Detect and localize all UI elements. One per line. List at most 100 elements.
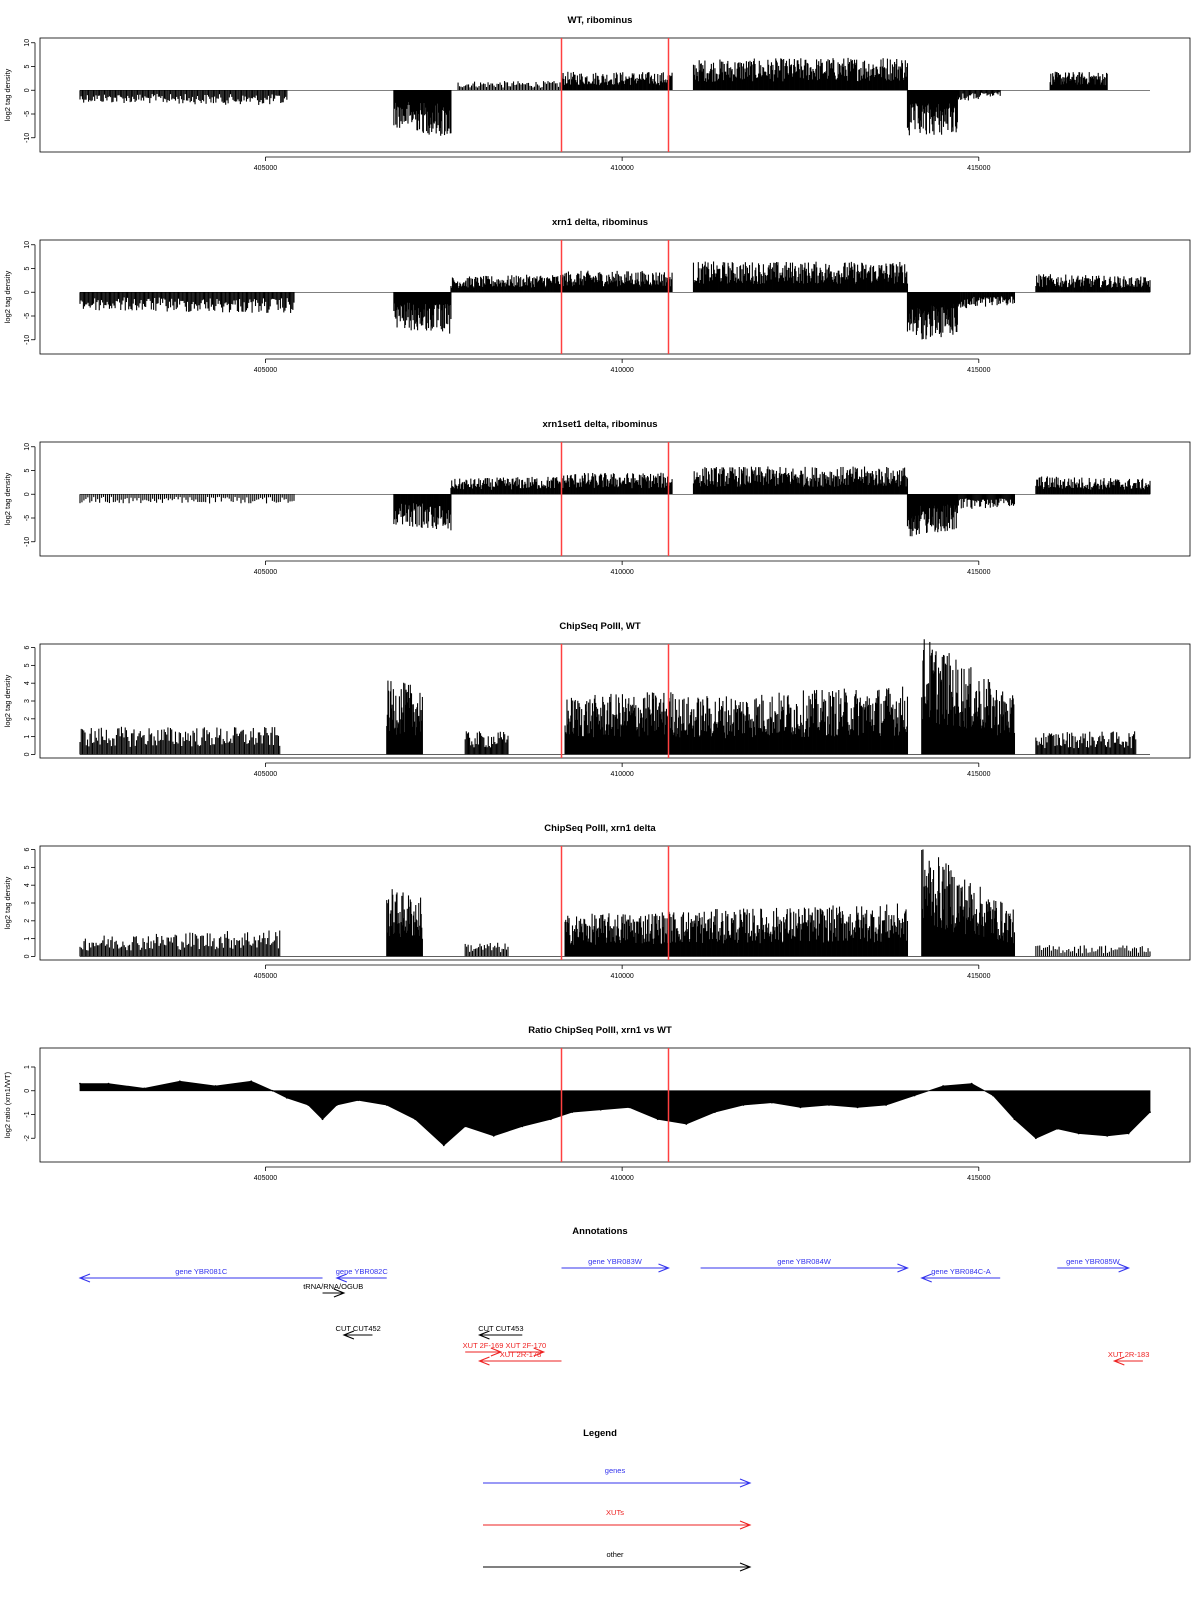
bar-segment-4 <box>564 911 680 957</box>
y-tick-label: 1 <box>24 937 31 941</box>
y-tick-label: 3 <box>24 699 31 703</box>
bar-segment-1 <box>79 930 281 957</box>
bar-segment-6 <box>906 494 958 537</box>
x-tick-label: 410000 <box>610 973 633 980</box>
x-tick-label: 415000 <box>967 771 990 778</box>
plot-frame <box>39 239 1191 355</box>
y-tick-label: 10 <box>24 39 31 47</box>
bar-segment-3 <box>464 942 509 957</box>
bar-segment-3 <box>464 731 509 755</box>
y-tick-label: 0 <box>24 492 31 496</box>
panel-3: xrn1set1 delta, ribominus -10 -5 0 5 10 log2 t… <box>3 419 1191 576</box>
y-tick-label: 2 <box>24 717 31 721</box>
bar-segment-5 <box>692 57 909 91</box>
x-tick-label: 405000 <box>254 973 277 980</box>
plot-frame <box>39 643 1191 759</box>
bar-segment-8 <box>1035 274 1151 293</box>
y-tick-label: -5 <box>24 515 31 521</box>
bar-segment-6 <box>906 90 958 136</box>
x-tick-label: 410000 <box>610 367 633 374</box>
plot-frame <box>39 37 1191 153</box>
panel-1: WT, ribominus -10 -5 0 5 10 log2 tag density 40… <box>3 15 1191 172</box>
panel-4: ChipSeq PolII, WT 0 1 2 3 4 5 6 log2 tag density… <box>3 621 1191 778</box>
y-tick-label: 6 <box>24 848 31 852</box>
bar-segment-4 <box>564 692 680 755</box>
y-tick-label: 4 <box>24 681 31 685</box>
bar-segment-2 <box>393 494 452 531</box>
x-tick-label: 405000 <box>254 165 277 172</box>
bar-segment-2 <box>386 680 423 755</box>
bar-segment-4 <box>560 270 673 293</box>
bar-segment-6 <box>921 639 1016 755</box>
y-axis-label: log2 tag density <box>3 270 12 323</box>
bar-segment-1 <box>79 494 295 504</box>
data-bars <box>79 466 1151 537</box>
panel-5: ChipSeq PolII, xrn1 delta 0 1 2 3 4 5 6 log2 tag… <box>3 823 1191 980</box>
data-bars <box>79 639 1137 755</box>
panel-title: WT, ribominus <box>568 15 633 26</box>
bar-segment-8 <box>1035 476 1151 495</box>
bar-segment-3 <box>450 274 563 293</box>
y-tick-label: -10 <box>24 537 31 547</box>
x-tick-label: 415000 <box>967 165 990 172</box>
bar-segment-1 <box>79 726 281 755</box>
y-tick-label: 4 <box>24 883 31 887</box>
data-bars <box>79 849 1151 957</box>
plot-frame <box>39 845 1191 961</box>
bar-segment-1 <box>79 90 288 105</box>
y-tick-label: -5 <box>24 111 31 117</box>
y-tick-label: -10 <box>24 133 31 143</box>
y-tick-label: 2 <box>24 919 31 923</box>
bar-segment-7 <box>1035 731 1137 755</box>
y-tick-label: 5 <box>24 865 31 869</box>
bar-segment-2 <box>393 90 452 136</box>
panel-title: ChipSeq PolII, xrn1 delta <box>544 823 656 834</box>
y-tick-label: 5 <box>24 468 31 472</box>
bar-segment-3 <box>450 476 563 495</box>
x-tick-label: 405000 <box>254 569 277 576</box>
x-tick-label: 410000 <box>610 165 633 172</box>
y-tick-label: -10 <box>24 335 31 345</box>
bar-segment-6 <box>906 292 958 340</box>
x-tick-label: 415000 <box>967 973 990 980</box>
y-tick-label: 10 <box>24 443 31 451</box>
bar-segment-7 <box>956 292 1016 309</box>
y-tick-label: 6 <box>24 646 31 650</box>
panel-title: xrn1set1 delta, ribominus <box>542 419 657 430</box>
panel-title: xrn1 delta, ribominus <box>552 217 648 228</box>
bar-segment-3 <box>457 81 563 91</box>
bar-segment-7 <box>956 494 1016 509</box>
x-tick-label: 405000 <box>254 771 277 778</box>
data-bars <box>79 57 1108 136</box>
y-tick-label: 0 <box>24 954 31 958</box>
bar-segment-8 <box>1049 71 1108 91</box>
y-tick-label: -5 <box>24 313 31 319</box>
y-tick-label: 0 <box>24 290 31 294</box>
bar-segment-5 <box>678 686 909 755</box>
y-tick-label: 0 <box>24 752 31 756</box>
plot-frame <box>39 441 1191 557</box>
x-tick-label: 405000 <box>254 367 277 374</box>
y-tick-label: 10 <box>24 241 31 249</box>
bar-segment-7 <box>956 90 1001 101</box>
x-tick-label: 410000 <box>610 569 633 576</box>
y-tick-label: 0 <box>24 88 31 92</box>
y-tick-label: 3 <box>24 901 31 905</box>
bar-segment-5 <box>692 466 909 495</box>
y-tick-label: 5 <box>24 64 31 68</box>
x-tick-label: 415000 <box>967 367 990 374</box>
y-axis-label: log2 tag density <box>3 68 12 121</box>
panel-title: ChipSeq PolII, WT <box>559 621 640 632</box>
y-tick-label: 5 <box>24 266 31 270</box>
y-axis-label: log2 tag density <box>3 876 12 929</box>
x-tick-label: 415000 <box>967 569 990 576</box>
bar-segment-2 <box>393 292 452 334</box>
bar-segment-4 <box>560 472 673 495</box>
bar-segment-2 <box>386 889 423 957</box>
y-tick-label: 1 <box>24 735 31 739</box>
y-axis-label: log2 tag density <box>3 674 12 727</box>
x-tick-label: 410000 <box>610 771 633 778</box>
y-axis-label: log2 tag density <box>3 472 12 525</box>
